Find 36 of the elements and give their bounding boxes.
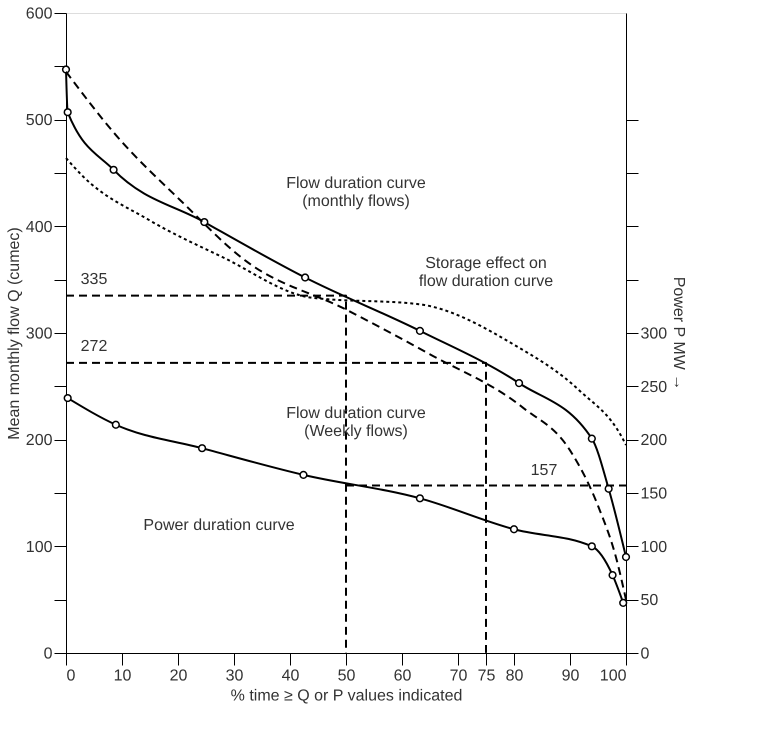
y2-tick-label: 0: [640, 646, 650, 662]
x-tick-label: 20: [170, 668, 188, 684]
x-tick-label: 0: [66, 668, 76, 684]
y-tick-label: 200: [26, 432, 53, 450]
x-tick-label: 50: [338, 668, 356, 684]
x-tick-label: 30: [226, 668, 244, 684]
y-tick-label: 500: [26, 112, 53, 130]
x-tick-label: 90: [562, 668, 580, 684]
y2-tick-label: 200: [640, 432, 668, 450]
y2-tick-label: 100: [640, 538, 668, 556]
x-axis-title: % time ≥ Q or P values indicated: [230, 688, 462, 704]
y2-axis-title: Power P MW →: [670, 276, 688, 390]
annotation: 157: [530, 462, 558, 479]
annotation: 272: [80, 338, 108, 355]
y-tick-label: 300: [26, 326, 53, 342]
annotation: Power duration curve: [143, 517, 295, 534]
y2-tick-label: 250: [640, 378, 668, 396]
y-tick-label: 100: [26, 538, 53, 556]
x-tick-label: 75: [478, 668, 496, 684]
annotation: Storage effect on flow duration curve: [418, 255, 554, 290]
x-tick-label: 80: [506, 668, 524, 684]
y-tick-label: 0: [44, 646, 53, 662]
x-tick-label: 60: [394, 668, 412, 684]
y2-tick-label: 50: [640, 592, 658, 610]
annotation: Flow duration curve (monthly flows): [286, 175, 426, 210]
y-tick-label: 400: [26, 218, 53, 236]
y-axis-title: Mean monthly flow Q (cumec): [6, 227, 23, 440]
x-tick-label: 10: [114, 668, 132, 684]
x-tick-label: 100: [600, 668, 627, 684]
x-tick-label: 70: [450, 668, 468, 684]
y2-tick-label: 150: [640, 486, 668, 502]
x-tick-label: 40: [282, 668, 300, 684]
annotation: Flow duration curve (Weekly flows): [286, 405, 426, 440]
annotation: 335: [80, 271, 108, 288]
y-tick-label: 600: [26, 6, 53, 22]
y2-tick-label: 300: [640, 326, 668, 342]
